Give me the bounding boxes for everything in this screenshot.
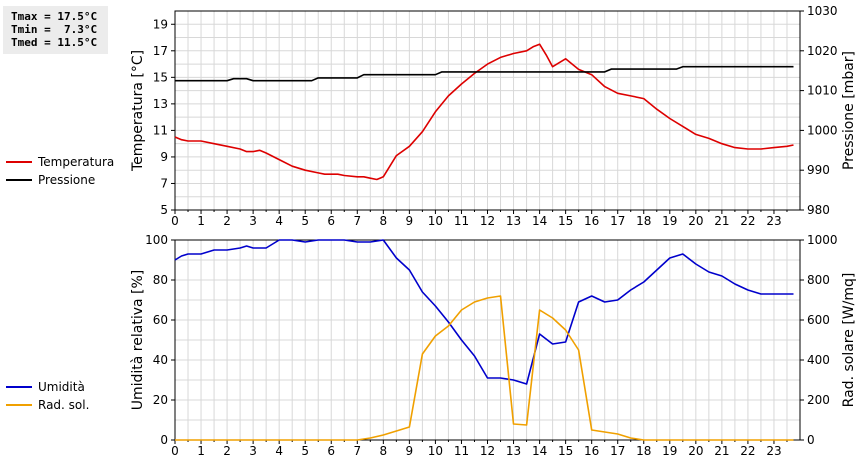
x-tick-label: 21 bbox=[714, 444, 729, 458]
x-tick-label: 19 bbox=[662, 444, 677, 458]
x-tick-label: 9 bbox=[406, 444, 414, 458]
x-tick-label: 3 bbox=[249, 444, 257, 458]
y-tick-label: 40 bbox=[153, 353, 168, 367]
x-tick-label: 3 bbox=[249, 214, 257, 228]
x-tick-label: 8 bbox=[380, 444, 388, 458]
legend-item: Umidità bbox=[6, 380, 85, 394]
x-tick-label: 16 bbox=[584, 214, 599, 228]
y-tick-label: 60 bbox=[153, 313, 168, 327]
x-tick-label: 20 bbox=[688, 444, 703, 458]
y-tick-label: 100 bbox=[145, 233, 168, 247]
y-axis-label: Umidità relativa [%] bbox=[130, 270, 146, 411]
x-tick-label: 18 bbox=[636, 214, 651, 228]
x-tick-label: 23 bbox=[766, 444, 781, 458]
y-right-tick-label: 1000 bbox=[807, 123, 838, 137]
y-tick-label: 17 bbox=[153, 44, 168, 58]
y-tick-label: 5 bbox=[160, 203, 168, 217]
y-right-tick-label: 1030 bbox=[807, 4, 838, 18]
x-tick-label: 17 bbox=[610, 214, 625, 228]
x-tick-label: 18 bbox=[636, 444, 651, 458]
x-tick-label: 8 bbox=[380, 214, 388, 228]
x-tick-label: 6 bbox=[327, 444, 335, 458]
x-tick-label: 20 bbox=[688, 214, 703, 228]
x-tick-label: 17 bbox=[610, 444, 625, 458]
x-tick-label: 22 bbox=[740, 214, 755, 228]
y-right-tick-label: 1010 bbox=[807, 84, 838, 98]
panel-2: 0 1 2 3 4 5 6 7 8 9 10 11 12 13 14 15 16 17 18 19 20 21 22 2302… bbox=[6, 233, 857, 458]
series-line-1-1 bbox=[174, 43, 794, 181]
x-tick-label: 10 bbox=[428, 444, 443, 458]
tmax-label: Tmax = 17.5°C bbox=[11, 10, 98, 23]
x-tick-label: 12 bbox=[480, 214, 495, 228]
x-tick-label: 4 bbox=[275, 444, 283, 458]
x-tick-label: 19 bbox=[662, 214, 677, 228]
x-tick-label: 2 bbox=[223, 444, 231, 458]
x-tick-label: 7 bbox=[353, 444, 361, 458]
y-tick-label: 0 bbox=[160, 433, 168, 447]
y-tick-label: 11 bbox=[153, 123, 168, 137]
y-right-tick-label: 1000 bbox=[807, 233, 838, 247]
legend-label: Pressione bbox=[38, 173, 95, 187]
legend-label: Umidità bbox=[38, 380, 85, 394]
x-tick-label: 15 bbox=[558, 444, 573, 458]
x-tick-label: 10 bbox=[428, 214, 443, 228]
y-tick-label: 7 bbox=[160, 176, 168, 190]
x-tick-label: 4 bbox=[275, 214, 283, 228]
x-tick-label: 2 bbox=[223, 214, 231, 228]
x-tick-label: 16 bbox=[584, 444, 599, 458]
x-tick-label: 7 bbox=[353, 214, 361, 228]
x-tick-label: 9 bbox=[406, 214, 414, 228]
y-right-tick-label: 800 bbox=[807, 273, 830, 287]
series-line-1-2 bbox=[175, 65, 794, 82]
y-right-tick-label: 400 bbox=[807, 353, 830, 367]
x-tick-label: 6 bbox=[327, 214, 335, 228]
series-line-2-1 bbox=[174, 239, 794, 385]
y-tick-label: 20 bbox=[153, 393, 168, 407]
stats-box: Tmax = 17.5°C Tmin = 7.3°C Tmed = 11.5°C bbox=[3, 6, 108, 54]
y-tick-label: 80 bbox=[153, 273, 168, 287]
x-tick-label: 13 bbox=[506, 214, 521, 228]
y-right-tick-label: 0 bbox=[807, 433, 815, 447]
x-tick-label: 5 bbox=[301, 444, 309, 458]
tmin-label: Tmin = 7.3°C bbox=[11, 23, 98, 36]
x-tick-label: 22 bbox=[740, 444, 755, 458]
x-tick-label: 14 bbox=[532, 214, 547, 228]
y-axis-label: Temperatura [°C] bbox=[130, 50, 146, 172]
x-tick-label: 23 bbox=[766, 214, 781, 228]
y-right-tick-label: 600 bbox=[807, 313, 830, 327]
y-tick-label: 9 bbox=[160, 150, 168, 164]
series-line-2-2 bbox=[175, 295, 794, 441]
x-tick-label: 11 bbox=[454, 444, 469, 458]
legend-label: Temperatura bbox=[37, 155, 114, 169]
x-tick-label: 21 bbox=[714, 214, 729, 228]
y-right-axis-label: Pressione [mbar] bbox=[841, 51, 857, 170]
x-tick-label: 13 bbox=[506, 444, 521, 458]
legend-item: Rad. sol. bbox=[6, 398, 89, 412]
x-tick-label: 1 bbox=[197, 214, 205, 228]
x-tick-label: 14 bbox=[532, 444, 547, 458]
x-tick-label: 1 bbox=[197, 444, 205, 458]
x-tick-label: 11 bbox=[454, 214, 469, 228]
x-tick-label: 5 bbox=[301, 214, 309, 228]
legend-item: Pressione bbox=[6, 173, 95, 187]
legend-item: Temperatura bbox=[6, 155, 114, 169]
y-right-tick-label: 990 bbox=[807, 163, 830, 177]
panel-1: 0 1 2 3 4 5 6 7 8 9 10 11 12 13 14 15 16 17 18 19 20 21 22 2357… bbox=[6, 4, 857, 228]
tmed-label: Tmed = 11.5°C bbox=[11, 36, 98, 49]
x-tick-label: 15 bbox=[558, 214, 573, 228]
legend-label: Rad. sol. bbox=[38, 398, 89, 412]
y-tick-label: 15 bbox=[153, 70, 168, 84]
x-tick-label: 12 bbox=[480, 444, 495, 458]
y-right-tick-label: 200 bbox=[807, 393, 830, 407]
x-tick-label: 0 bbox=[171, 214, 179, 228]
x-tick-label: 0 bbox=[171, 444, 179, 458]
y-tick-label: 19 bbox=[153, 17, 168, 31]
y-right-tick-label: 980 bbox=[807, 203, 830, 217]
y-right-axis-label: Rad. solare [W/mq] bbox=[841, 273, 857, 408]
y-right-tick-label: 1020 bbox=[807, 44, 838, 58]
y-tick-label: 13 bbox=[153, 97, 168, 111]
